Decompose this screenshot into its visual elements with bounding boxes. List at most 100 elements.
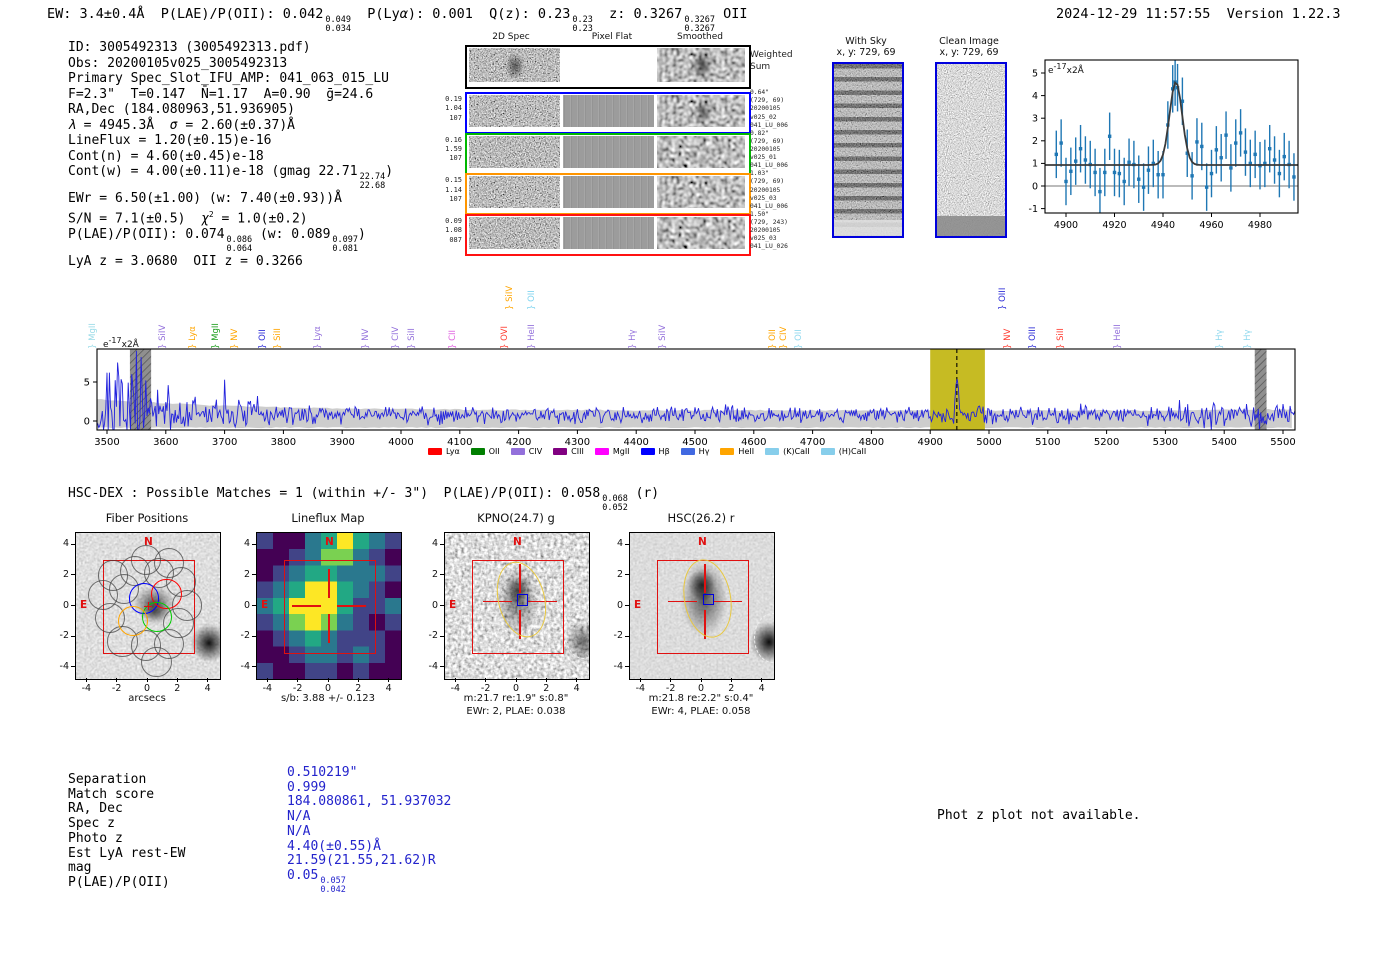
x-tick: [545, 678, 547, 682]
match-label: Match score: [68, 786, 155, 802]
weighted-2dspec-image: [469, 48, 560, 82]
x-tick: [266, 678, 268, 682]
y-tick-label: 4: [243, 538, 250, 550]
fiber-row-info: 1.50" (729, 243) 20200105 v025_03 041_LU_026: [750, 210, 788, 251]
crosshair-down: [704, 609, 706, 639]
spectrum-legend: Lyα OII CIV CIII MgII Hβ Hγ HeII (K)CaII (H)CaII: [428, 447, 866, 456]
crosshair-down: [519, 609, 521, 639]
catalog-position-box: [516, 594, 529, 606]
svg-text:4700: 4700: [800, 437, 825, 448]
y-tick: [252, 635, 256, 637]
svg-text:4940: 4940: [1151, 220, 1175, 231]
match-label: RA, Dec: [68, 801, 123, 817]
with-sky-title: With Sky x, y: 729, 69: [836, 36, 896, 58]
version: Version 1.22.3: [1226, 6, 1341, 22]
legend-swatch: [720, 448, 735, 455]
legend-item-HeII: HeII: [720, 447, 754, 456]
y-tick: [252, 543, 256, 545]
compass-north: N: [698, 536, 707, 548]
legend-item-Lyα: Lyα: [428, 447, 460, 456]
svg-text:5200: 5200: [1094, 437, 1119, 448]
spec2d-row: [465, 92, 751, 134]
x-tick-label: 4: [204, 683, 211, 694]
x-tick: [670, 678, 672, 682]
compass-north: N: [513, 536, 522, 548]
y-tick: [625, 666, 629, 668]
emission-line-label-OIII: } OIII: [997, 287, 1008, 310]
x-tick: [639, 678, 641, 682]
legend-item-MgII: MgII: [594, 447, 630, 456]
emission-line-label-SiIV: } SiIV: [504, 285, 515, 310]
timestamp: 2024-12-29 11:57:55: [1056, 6, 1211, 22]
fiber-circle: [141, 647, 172, 678]
cutout-title-hsc: HSC(26.2) r: [667, 511, 735, 525]
svg-text:4980: 4980: [1248, 220, 1272, 231]
y-tick: [252, 666, 256, 668]
x-tick-label: 0: [143, 683, 151, 694]
compass-east: E: [80, 599, 88, 611]
info-line-4: RA,Dec (184.080963,51.936905): [68, 102, 295, 117]
y-tick-label: 4: [616, 538, 623, 550]
x-tick-label: -4: [450, 683, 461, 694]
crosshair-right: [528, 600, 558, 603]
legend-item-(K)CaII: (K)CaII: [765, 447, 810, 456]
svg-text:5300: 5300: [1153, 437, 1178, 448]
cutout-xlabel2-hsc: EWr: 4, PLAE: 0.058: [651, 706, 751, 717]
col-header-smoothed: Smoothed: [677, 32, 723, 42]
fiber-row-info: 0.82" (729, 69) 20200105 v025_01 041_LU_006: [750, 129, 788, 170]
match-value: 0.05 0.057 0.042: [287, 867, 346, 896]
y-tick-label: 0: [62, 599, 69, 611]
legend-swatch: [820, 448, 835, 455]
legend-swatch: [470, 448, 485, 455]
y-tick-label: -2: [240, 630, 250, 642]
legend-item-Hγ: Hγ: [680, 447, 709, 456]
fiber-circle-highlight: [117, 605, 149, 636]
y-tick-label: -2: [428, 630, 438, 642]
cutout-title-lineflux: Lineflux Map: [291, 511, 365, 525]
cutout-xlabel1-hsc: m:21.8 re:2.2" s:0.4": [648, 693, 754, 704]
cutout-title-kpno: KPNO(24.7) g: [477, 511, 555, 525]
y-tick: [71, 605, 75, 606]
info-line-7: Cont(n) = 4.60(±0.45)e-18: [68, 148, 264, 164]
match-table-values: 0.510219" 0.999 184.080861, 51.937032 N/A N/…: [287, 765, 451, 896]
cutout-xlabel2-kpno: EWr: 2, PLAE: 0.038: [466, 706, 566, 717]
info-line-0: ID: 3005492313 (3005492313.pdf): [68, 40, 311, 55]
match-table-labels: Separation Match score RA, Dec Spec z Photo …: [68, 772, 185, 891]
x-tick-label: -4: [635, 683, 646, 694]
info-line-10: S/N = 7.1(±0.5) χ2 = 1.0(±0.2): [68, 209, 308, 227]
svg-text:0: 0: [84, 417, 90, 428]
svg-text:5500: 5500: [1270, 437, 1295, 448]
cutout-xlabel1-fiber: arcsecs: [128, 693, 166, 704]
spectrum-unit-label: e-17x2Å: [103, 336, 139, 350]
svg-text:5: 5: [84, 378, 90, 389]
match-label: Separation: [68, 772, 147, 787]
svg-text:1: 1: [1032, 159, 1038, 170]
match-label: mag: [68, 860, 92, 876]
y-tick: [71, 635, 75, 637]
x-tick-label: 4: [573, 683, 580, 694]
info-line-12: LyA z = 3.0680 OII z = 0.3266: [68, 254, 303, 270]
y-tick-label: -2: [613, 630, 623, 642]
svg-text:2: 2: [1032, 136, 1038, 147]
svg-text:4600: 4600: [741, 437, 766, 448]
spec2d-row: [465, 213, 751, 256]
crosshair-up: [328, 568, 330, 598]
weighted-smoothed-image: [657, 48, 745, 82]
info-line-3: F=2.3" T=0.147 N̄=1.17 A=0.90 ḡ=24.6: [68, 86, 374, 102]
x-tick: [576, 678, 578, 682]
svg-text:4300: 4300: [565, 437, 590, 448]
y-tick: [625, 543, 629, 545]
x-tick: [297, 678, 299, 682]
legend-item-CIII: CIII: [553, 447, 584, 456]
compass-east: E: [634, 599, 642, 611]
x-tick-label: -4: [262, 683, 273, 694]
crosshair-up: [704, 564, 706, 594]
full-spectrum-plot: 3500 3600 3700 3800 3900 4000 4100 4200 4300 4400…: [84, 348, 1296, 448]
info-line-2: Primary Spec_Slot_IFU_AMP: 041_063_015_L…: [68, 71, 389, 86]
legend-item-OII: OII: [470, 447, 500, 456]
legend-swatch: [553, 448, 568, 455]
photz-note: Phot z plot not available.: [937, 808, 1141, 823]
spec2d-row: [465, 173, 751, 216]
